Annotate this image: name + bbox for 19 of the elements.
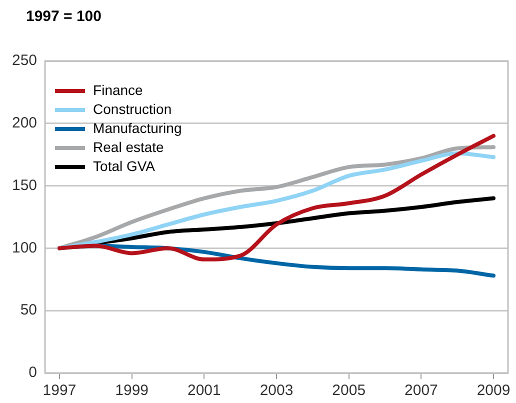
y-tick-label: 150 — [12, 176, 38, 194]
legend-label: Construction — [93, 100, 172, 117]
legend-label: Total GVA — [93, 158, 156, 174]
legend-label: Finance — [93, 82, 144, 98]
chart-title: 1997 = 100 — [26, 8, 102, 25]
x-tick-label: 2003 — [260, 382, 294, 400]
y-tick-label: 50 — [20, 302, 38, 319]
x-tick-label: 2001 — [187, 382, 221, 400]
x-tick-label: 2005 — [332, 382, 366, 400]
legend-label: Real estate — [93, 138, 164, 155]
y-tick-label: 100 — [12, 239, 38, 256]
x-tick-label: 2007 — [404, 382, 438, 400]
x-tick-label: 1999 — [115, 382, 149, 400]
x-tick-label: 2009 — [476, 382, 510, 400]
legend-label: Manufacturing — [93, 120, 182, 136]
x-tick-label: 1997 — [42, 382, 76, 400]
y-tick-label: 200 — [12, 114, 38, 132]
y-tick-label: 0 — [28, 364, 38, 382]
y-tick-label: 250 — [12, 52, 38, 70]
